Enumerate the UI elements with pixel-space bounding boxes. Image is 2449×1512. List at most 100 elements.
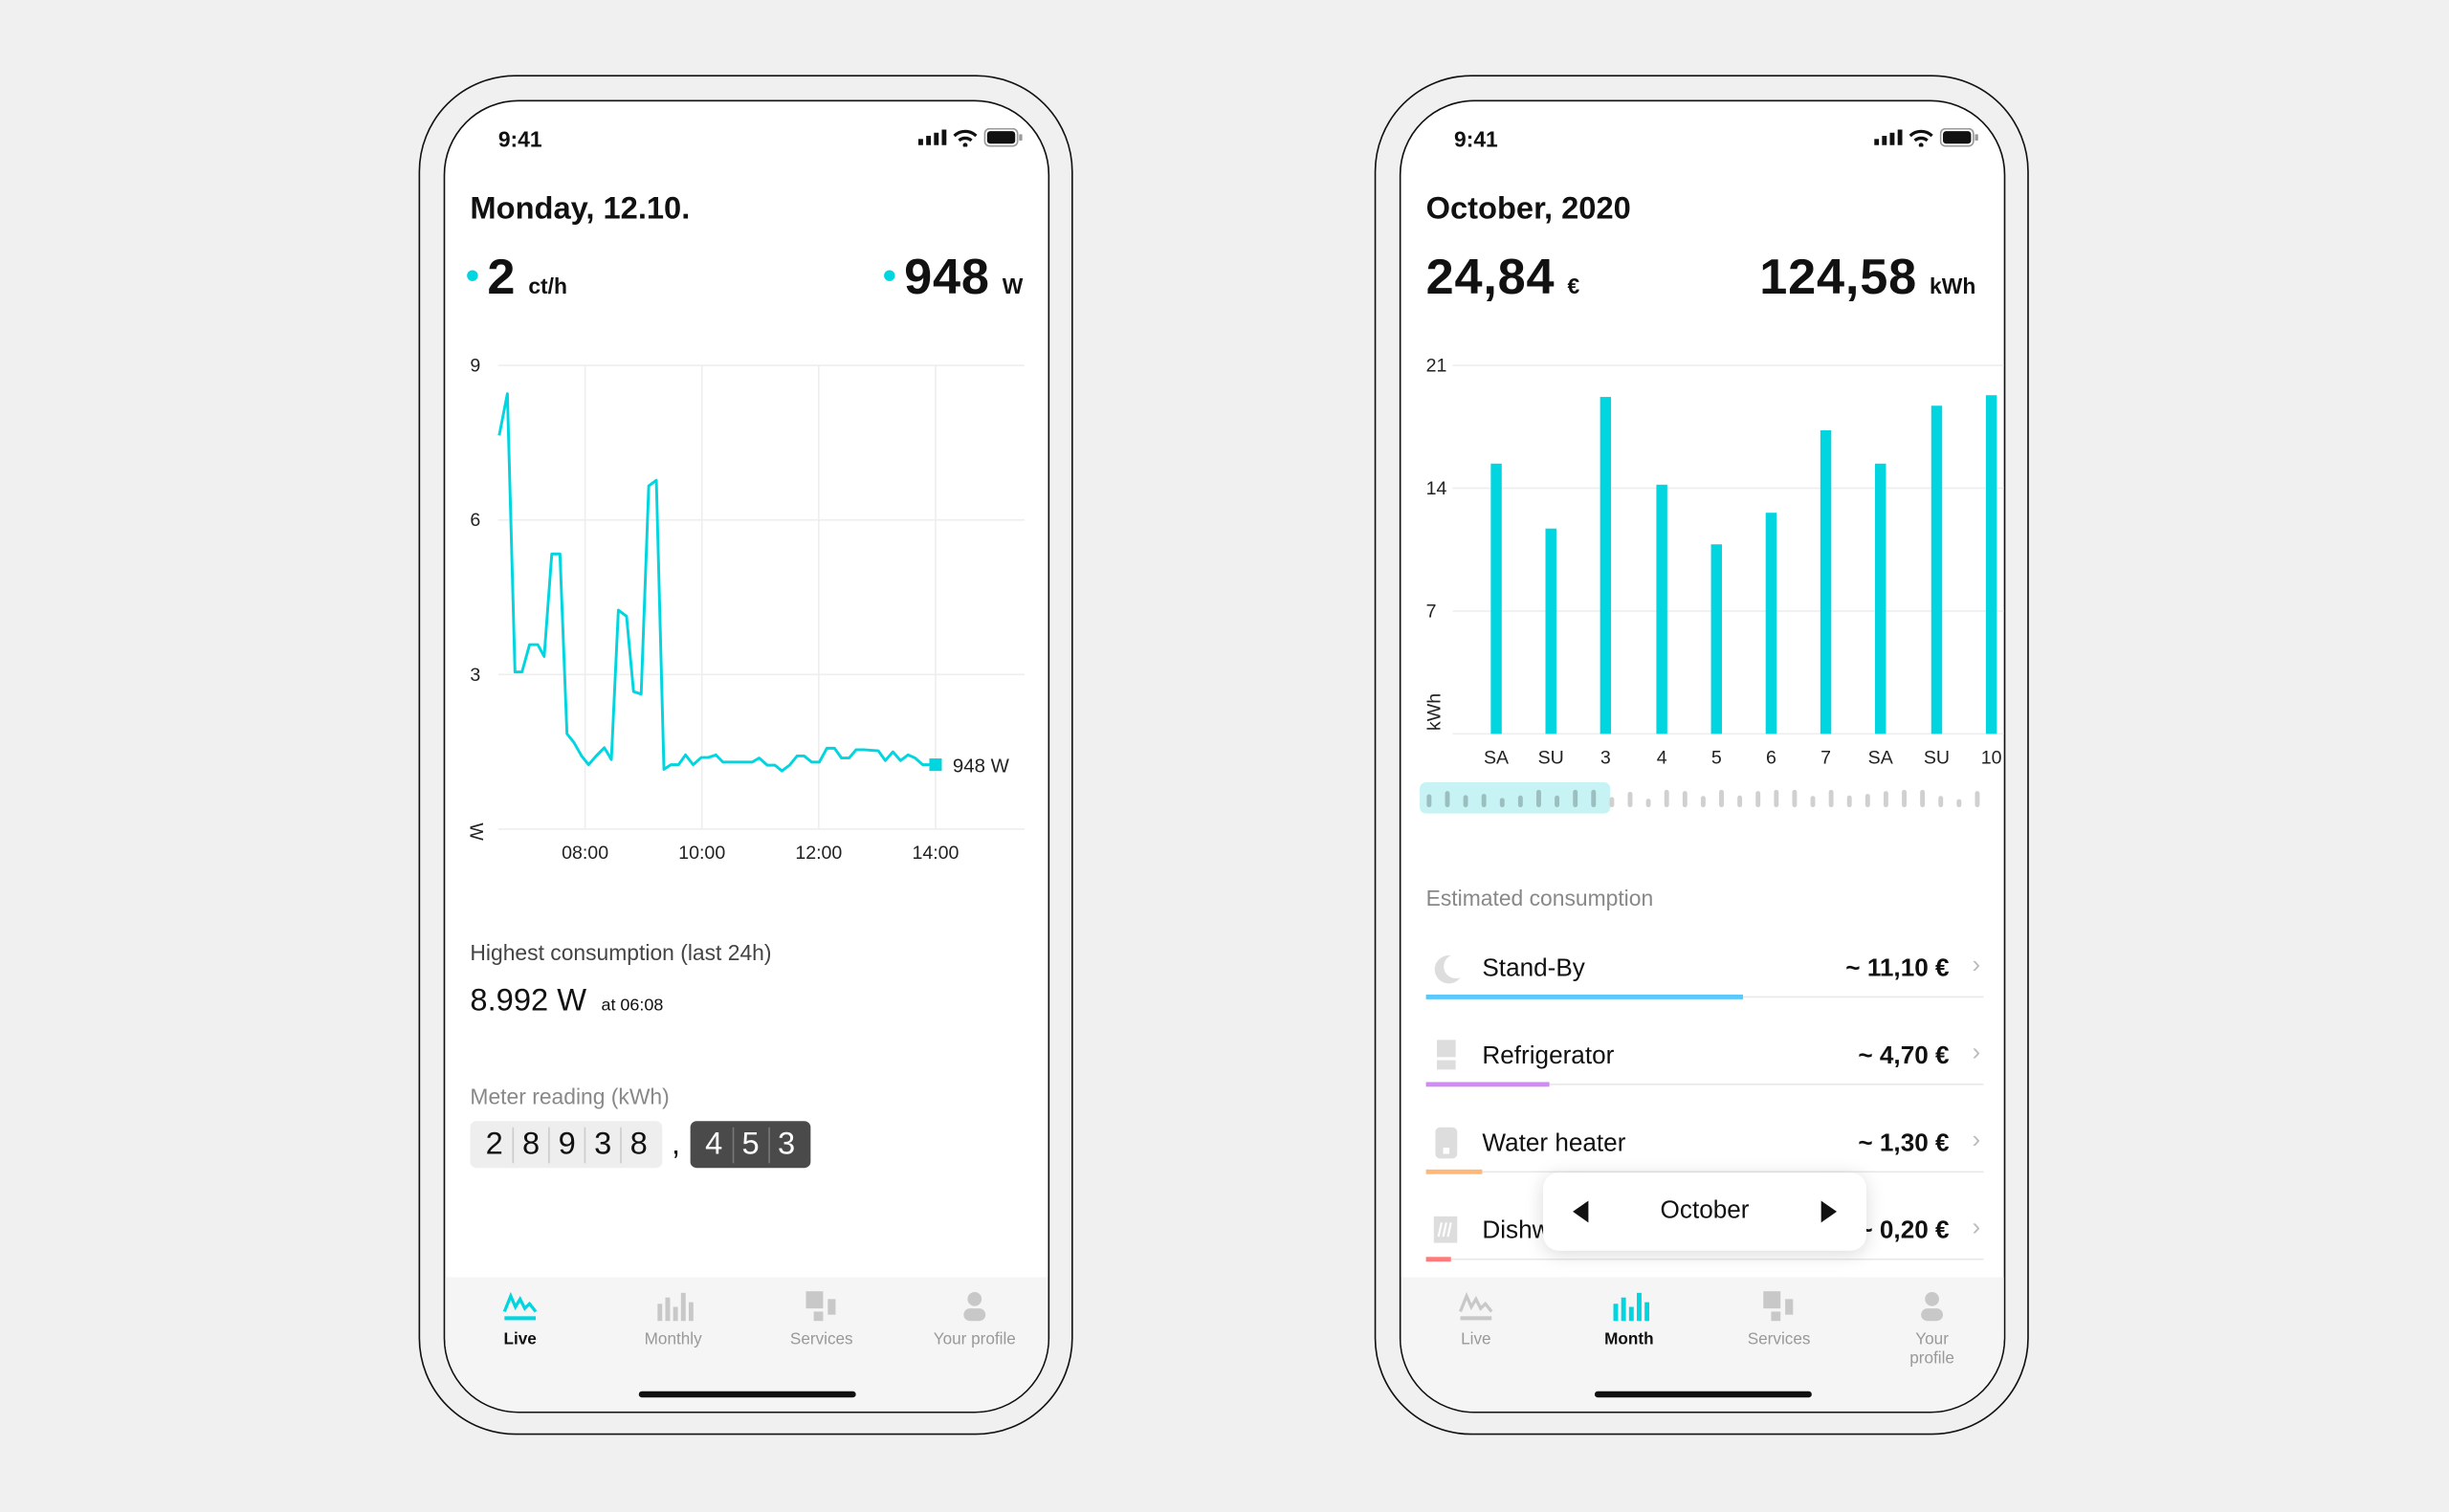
- page-title: Monday, 12.10.: [470, 191, 691, 227]
- tab-month[interactable]: Month: [1554, 1290, 1704, 1349]
- accent-dot: [467, 270, 478, 281]
- overview-day-tick: [1902, 789, 1907, 808]
- x-tick-label: 10: [1981, 747, 2002, 768]
- power-readout: 948 W: [883, 248, 1024, 306]
- consumption-row-stand-by[interactable]: Stand-By ~ 11,10 € ›: [1425, 948, 1984, 1035]
- highest-time: at 06:08: [601, 996, 664, 1016]
- live-power-chart[interactable]: 08:00 10:00 12:00 14:00 3 6 9 W 948 W: [445, 336, 1049, 882]
- tab-your-profile[interactable]: Your profile: [899, 1290, 1048, 1349]
- month-picker-label: October: [1660, 1197, 1750, 1224]
- power-line: [497, 392, 936, 773]
- meter-label: Meter reading (kWh): [470, 1084, 670, 1109]
- overview-day-tick: [1938, 796, 1944, 808]
- share-track: [1425, 1084, 1984, 1085]
- overview-day-tick: [1591, 789, 1597, 808]
- accent-dot: [883, 270, 895, 281]
- tab-label: Your profile: [933, 1330, 1016, 1349]
- bar-chart-icon: [1613, 1292, 1650, 1322]
- meter-digit: 8: [512, 1126, 549, 1163]
- phone-live: 9:41 Monday, 12.10. 2 ct/h 948 W 08:00 10:0…: [418, 75, 1073, 1435]
- bar: [1600, 397, 1612, 734]
- battery-icon: [1939, 127, 1978, 147]
- share-bar: [1425, 994, 1744, 999]
- page-title: October, 2020: [1425, 191, 1631, 227]
- overview-day-tick: [1445, 791, 1450, 808]
- bar: [1874, 463, 1886, 734]
- item-cost: ~ 4,70 €: [1858, 1042, 1950, 1070]
- chevron-right-icon: ›: [1972, 952, 1981, 979]
- highest-readout: 8.992 W at 06:08: [470, 984, 663, 1020]
- tab-services[interactable]: Services: [746, 1290, 896, 1349]
- meter-digit: 8: [620, 1126, 656, 1163]
- overview-day-tick: [1956, 799, 1962, 808]
- overview-day-tick: [1517, 795, 1523, 808]
- overview-day-tick: [1975, 791, 1980, 808]
- price-unit: ct/h: [528, 273, 567, 298]
- overview-day-tick: [1864, 794, 1870, 808]
- overview-day-tick: [1774, 789, 1779, 808]
- previous-month-button[interactable]: [1571, 1199, 1590, 1224]
- chevron-right-icon: ›: [1972, 1215, 1981, 1241]
- power-unit: W: [1002, 273, 1024, 298]
- y-tick-label: 21: [1426, 356, 1447, 377]
- y-tick-label: 14: [1426, 478, 1447, 499]
- meter-digit: 3: [584, 1126, 621, 1163]
- water-heater-icon: [1435, 1127, 1458, 1159]
- overview-day-tick: [1719, 789, 1724, 808]
- bar: [1820, 429, 1832, 734]
- bar: [1985, 395, 1997, 734]
- overview-day-tick: [1463, 795, 1468, 808]
- current-value-label: 948 W: [953, 756, 1010, 778]
- home-indicator[interactable]: [1594, 1391, 1812, 1398]
- x-tick-label: 14:00: [912, 843, 959, 864]
- overview-day-tick: [1426, 794, 1432, 808]
- share-bar: [1425, 1169, 1482, 1174]
- y-tick-label: 9: [470, 356, 480, 377]
- tab-services[interactable]: Services: [1704, 1290, 1854, 1349]
- moon-icon: [1434, 955, 1461, 984]
- tab-live[interactable]: Live: [1401, 1290, 1551, 1349]
- refrigerator-icon: [1437, 1040, 1456, 1070]
- tab-bar: Live Monthly Services Your profile: [445, 1277, 1048, 1412]
- month-screen: 9:41 October, 2020 24,84 € 124,58 kWh 7 14 2…: [1399, 99, 2006, 1413]
- services-icon: [805, 1291, 836, 1322]
- wifi-icon: [953, 128, 978, 146]
- price-value: 2: [487, 248, 517, 305]
- consumption-row-water-heater[interactable]: Water heater ~ 1,30 € ›: [1425, 1123, 1984, 1210]
- overview-day-tick: [1536, 789, 1541, 808]
- power-value: 948: [904, 248, 990, 305]
- overview-day-tick: [1609, 797, 1615, 808]
- next-month-button[interactable]: [1820, 1199, 1839, 1224]
- overview-day-tick: [1555, 795, 1560, 808]
- tab-label: Your profile: [1909, 1330, 1954, 1369]
- cost-unit: €: [1567, 273, 1580, 298]
- home-indicator[interactable]: [638, 1391, 856, 1398]
- bar: [1545, 528, 1556, 734]
- overview-day-tick: [1883, 791, 1888, 808]
- daily-consumption-chart[interactable]: 7 14 21 kWh SA SU 3 4 5 6 7 SA SU 10: [1401, 336, 2005, 835]
- overview-day-tick: [1664, 789, 1669, 808]
- x-tick-label: 3: [1600, 747, 1611, 768]
- meter-digit: 9: [548, 1126, 585, 1163]
- live-icon: [1459, 1291, 1493, 1321]
- status-icons: [1874, 127, 1978, 147]
- tab-label: Live: [1461, 1330, 1491, 1349]
- tab-your-profile[interactable]: Your profile: [1857, 1290, 2003, 1369]
- current-marker: [929, 758, 942, 772]
- tab-live[interactable]: Live: [445, 1290, 595, 1349]
- consumption-row-refrigerator[interactable]: Refrigerator ~ 4,70 € ›: [1425, 1035, 1984, 1122]
- meter-digit: 3: [767, 1126, 805, 1163]
- tab-label: Monthly: [644, 1330, 702, 1349]
- x-tick-label: 4: [1657, 747, 1667, 768]
- status-icons: [917, 127, 1023, 147]
- tab-monthly[interactable]: Monthly: [598, 1290, 748, 1349]
- meter-separator: ,: [672, 1126, 681, 1161]
- overview-day-tick: [1573, 789, 1578, 808]
- tab-label: Services: [1747, 1330, 1811, 1349]
- overview-day-tick: [1627, 791, 1633, 808]
- overview-day-tick: [1499, 798, 1505, 808]
- live-icon: [502, 1291, 538, 1321]
- y-tick-label: 3: [470, 665, 480, 686]
- tab-label: Services: [789, 1330, 853, 1349]
